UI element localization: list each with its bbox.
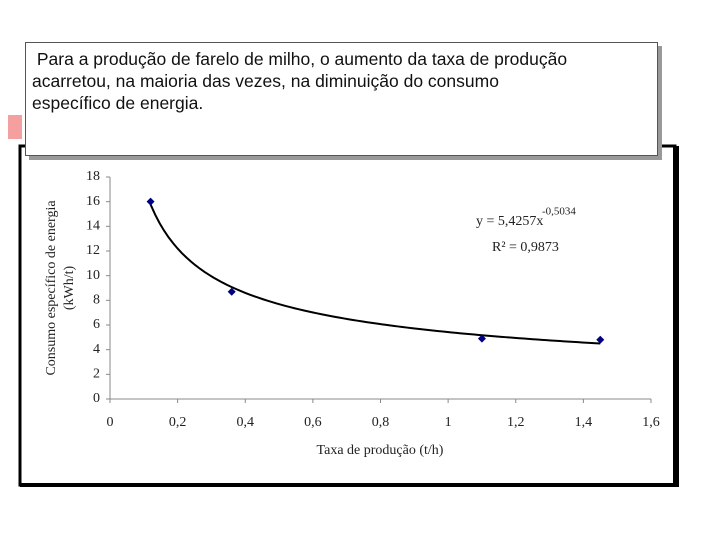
decoration	[8, 115, 22, 139]
x-tick-label: 0	[107, 415, 114, 430]
x-tick-label: 1	[445, 415, 452, 430]
x-tick-label: 0,8	[372, 415, 390, 430]
x-tick-label: 0,4	[237, 415, 255, 430]
trendline-exponent: -0,5034	[542, 206, 576, 218]
x-tick-label: 0,2	[169, 415, 187, 430]
y-tick-label: 16	[86, 194, 100, 209]
y-axis-label-line: Consumo específico de energia	[44, 200, 59, 376]
data-point	[227, 287, 236, 296]
data-point	[146, 197, 155, 206]
y-tick-label: 12	[86, 243, 100, 258]
x-tick-label: 1,2	[507, 415, 525, 430]
trendline	[149, 204, 601, 345]
x-tick-label: 1,4	[575, 415, 593, 430]
x-tick-label: 0,6	[304, 415, 322, 430]
y-axis-label-line: (kWh/t)	[62, 266, 77, 311]
x-tick-label: 1,6	[642, 415, 660, 430]
y-tick-label: 18	[86, 169, 100, 184]
data-point	[477, 334, 486, 343]
caption-line: específico de energia.	[32, 93, 204, 113]
y-tick-label: 14	[86, 219, 100, 234]
y-tick-label: 6	[93, 317, 100, 332]
trendline-equation: y = 5,4257x	[476, 214, 543, 229]
y-tick-label: 4	[93, 342, 100, 357]
trendline-r2: R² = 0,9873	[492, 240, 559, 255]
y-tick-label: 8	[93, 293, 100, 308]
chart-frame	[18, 144, 677, 487]
caption-box: Para a produção de farelo de milho, o au…	[25, 42, 658, 156]
y-tick-label: 0	[93, 391, 100, 406]
caption-line: acarretou, na maioria das vezes, na dimi…	[32, 71, 499, 91]
caption-line: Para a produção de farelo de milho, o au…	[32, 49, 568, 69]
x-axis-label: Taxa de produção (t/h)	[317, 443, 444, 458]
y-axis-label: Consumo específico de energia (kWh/t)	[44, 200, 77, 376]
data-point	[596, 335, 605, 344]
y-tick-label: 10	[86, 268, 100, 283]
y-tick-label: 2	[93, 367, 100, 382]
